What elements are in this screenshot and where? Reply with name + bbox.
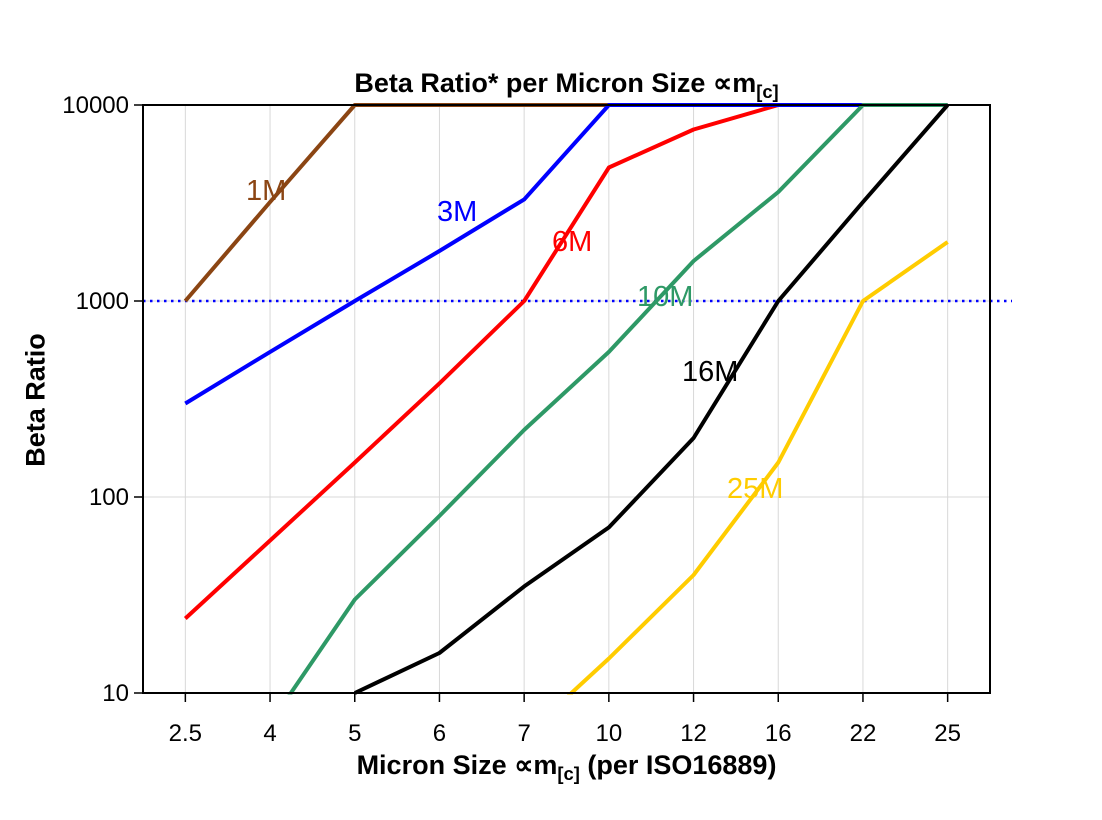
chart-title: Beta Ratio* per Micron Size ∝m[c] <box>143 68 990 103</box>
series-lines <box>183 103 950 695</box>
x-axis-title-suffix: (per ISO16889) <box>579 750 777 780</box>
y-tick-label: 10000 <box>62 92 129 119</box>
x-tick-label: 16 <box>765 720 792 747</box>
x-tick-label: 10 <box>595 720 622 747</box>
y-tick-label: 10 <box>102 680 129 707</box>
x-tick-label: 22 <box>850 720 877 747</box>
x-axis-title: Micron Size ∝m[c] (per ISO16889) <box>143 750 990 785</box>
x-axis-title-text: Micron Size <box>356 750 515 780</box>
chart-title-subscript: [c] <box>756 80 779 102</box>
chart-title-text: Beta Ratio* per Micron Size <box>354 68 713 98</box>
y-tick-label: 100 <box>89 484 129 511</box>
x-axis-title-symbol: ∝m <box>514 750 558 780</box>
series-line-25M <box>566 240 949 695</box>
chart-title-symbol: ∝m <box>712 68 757 98</box>
series-label-1M: 1M <box>246 175 286 207</box>
x-tick-label: 25 <box>934 720 961 747</box>
x-tick-label: 2.5 <box>169 720 202 747</box>
series-label-10M: 10M <box>637 281 693 313</box>
axis-ticks <box>134 104 949 702</box>
y-tick-label: 1000 <box>76 288 129 315</box>
x-tick-label: 5 <box>348 720 361 747</box>
x-tick-label: 12 <box>680 720 707 747</box>
x-tick-label: 6 <box>433 720 446 747</box>
series-label-6M: 6M <box>552 226 592 258</box>
grid-lines <box>143 104 990 693</box>
series-line-16M <box>353 103 950 695</box>
series-label-3M: 3M <box>437 196 477 228</box>
series-line-10M <box>287 103 948 695</box>
plot-frame <box>142 104 991 694</box>
series-label-25M: 25M <box>727 473 783 505</box>
x-tick-label: 7 <box>517 720 530 747</box>
x-axis-title-subscript: [c] <box>557 762 580 784</box>
series-label-16M: 16M <box>682 356 738 388</box>
x-tick-label: 4 <box>263 720 276 747</box>
